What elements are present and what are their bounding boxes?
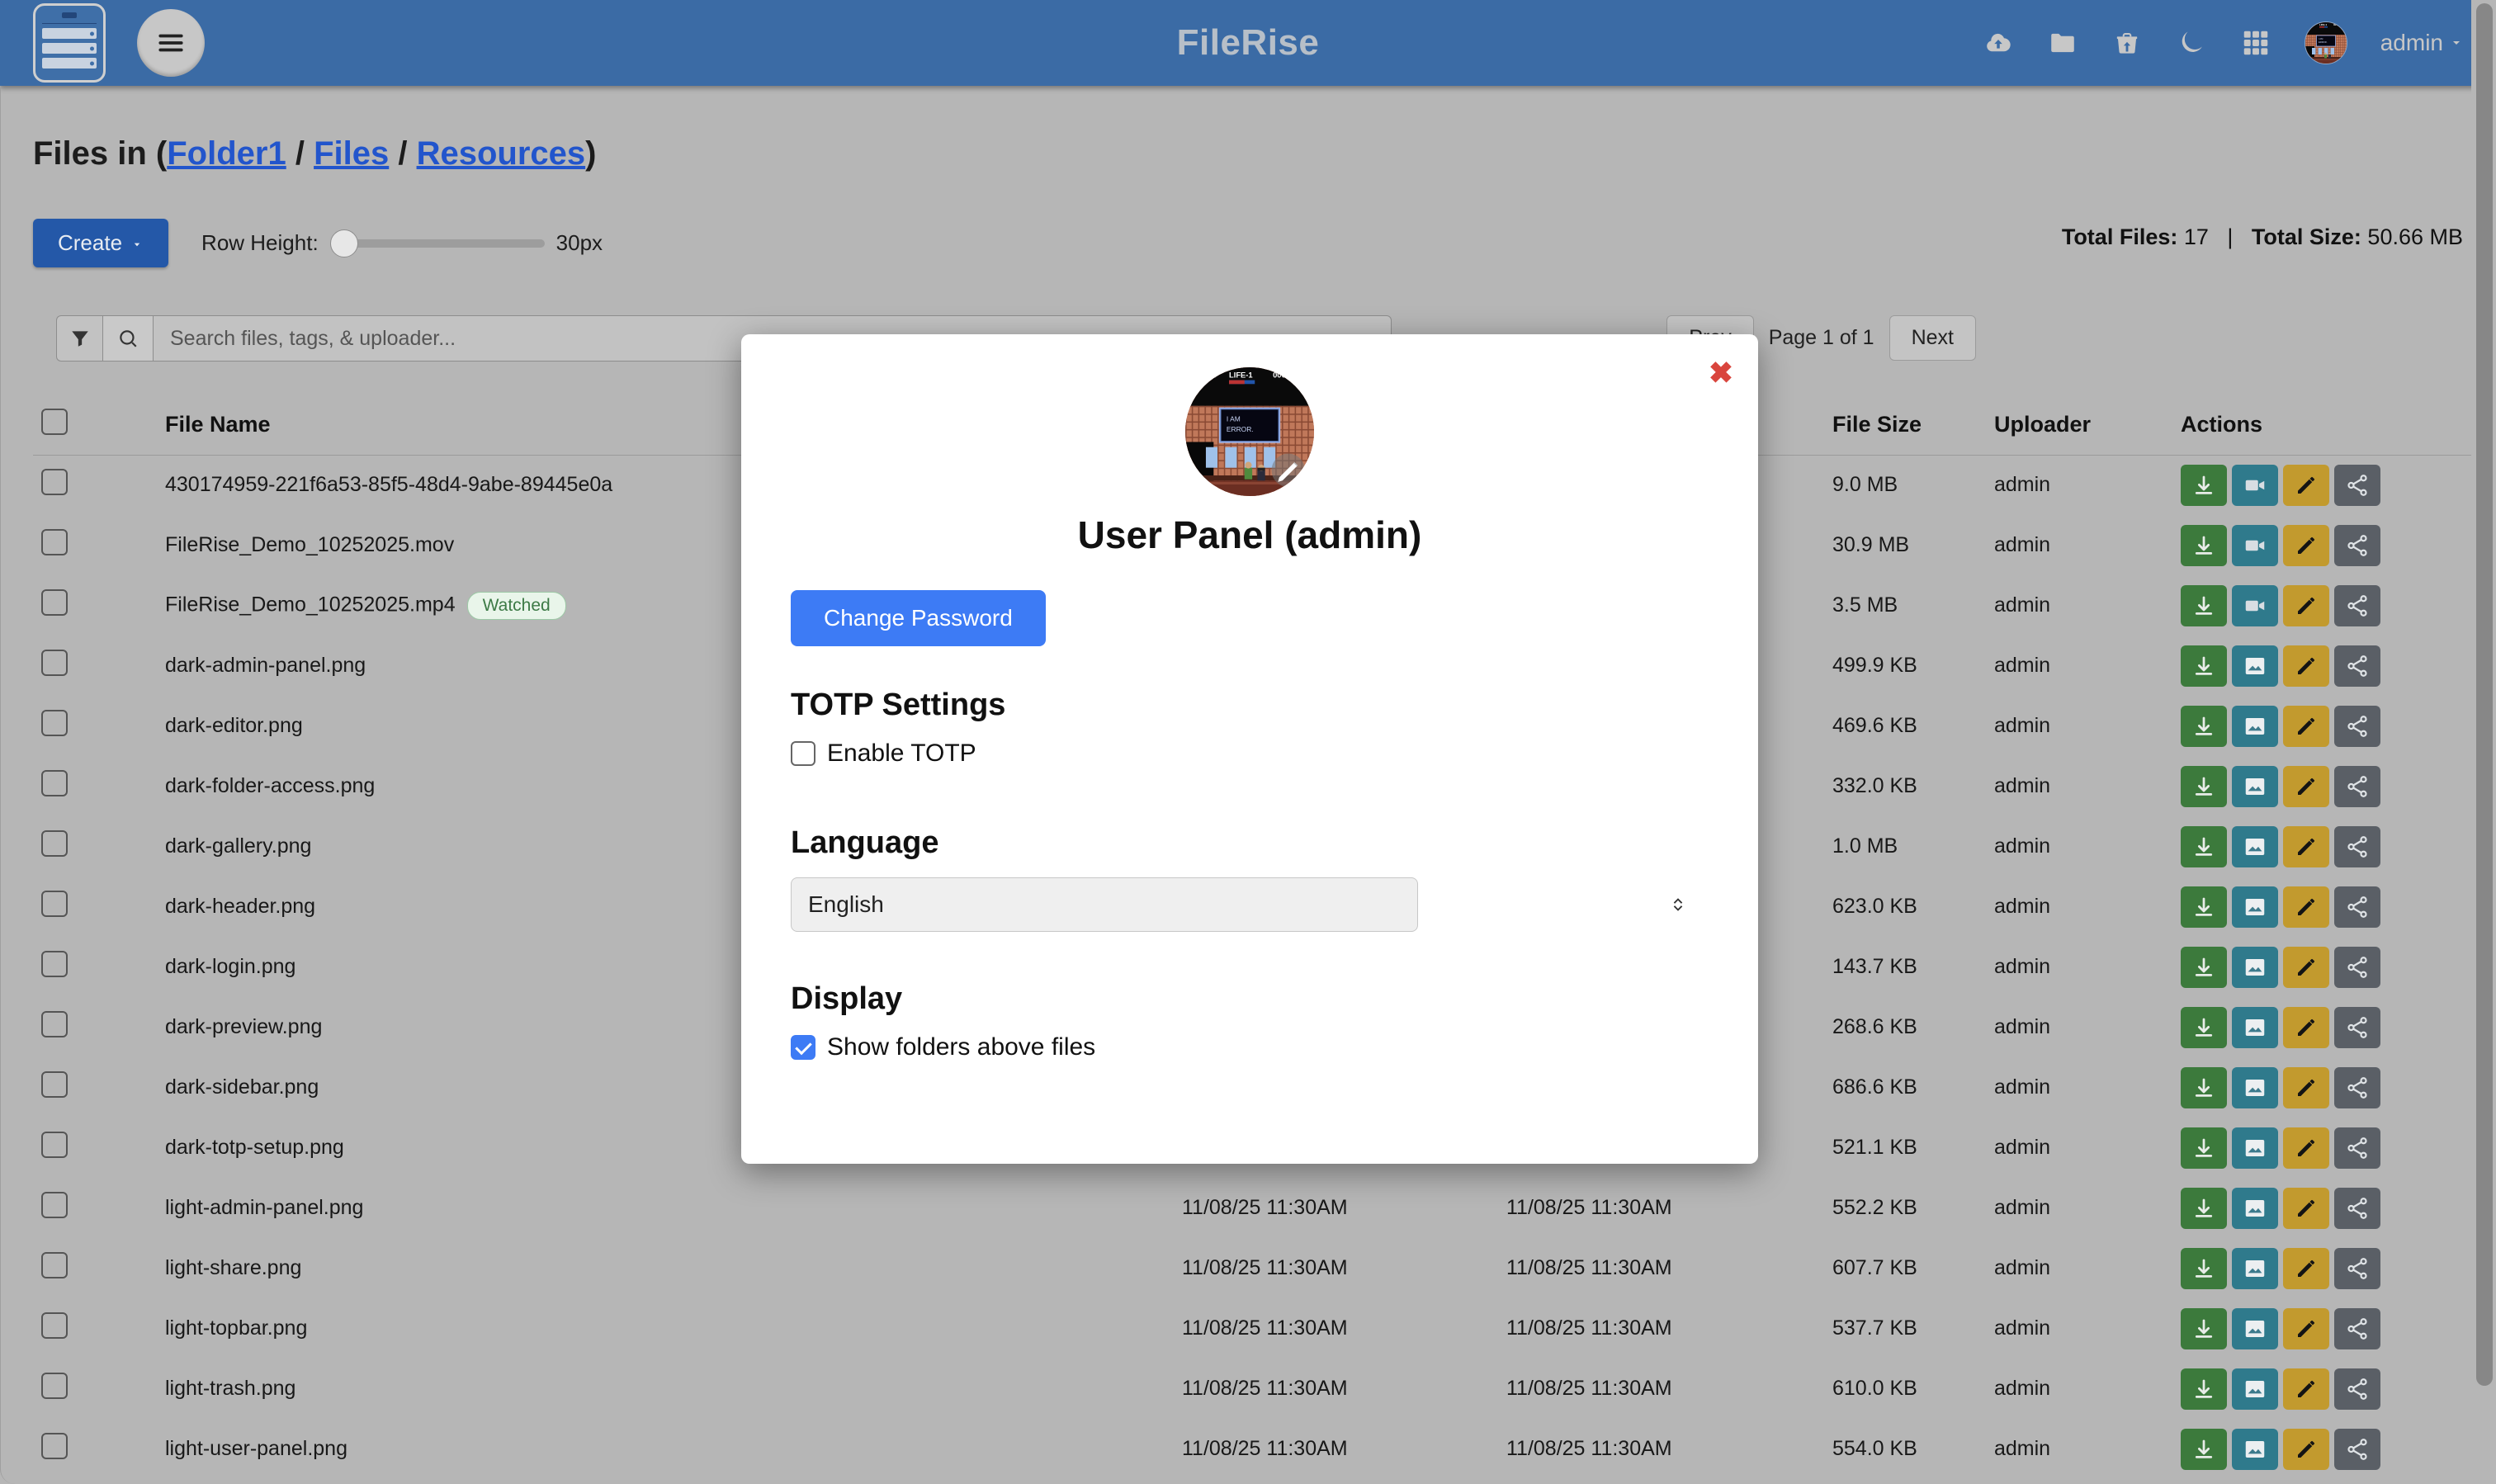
- svg-text:0000: 0000: [1273, 371, 1290, 379]
- svg-text:I AM: I AM: [1227, 415, 1241, 423]
- svg-text:ERROR.: ERROR.: [1227, 425, 1254, 433]
- svg-text:C-1: C-1: [1203, 371, 1216, 379]
- svg-text:LIFE-1: LIFE-1: [1229, 371, 1253, 379]
